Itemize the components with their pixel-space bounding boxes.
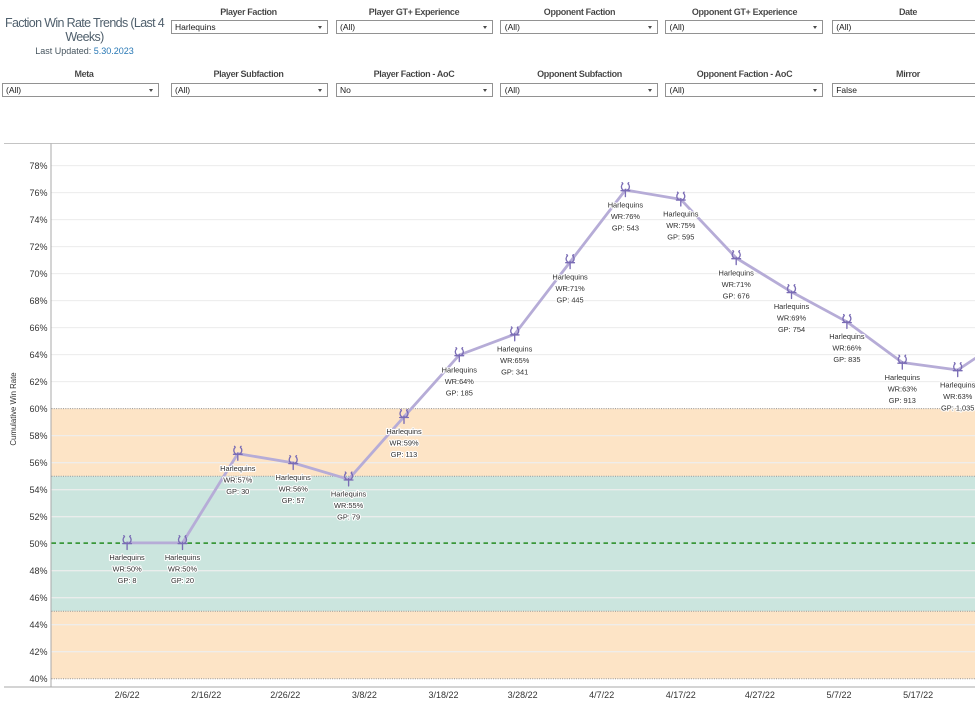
svg-text:62%: 62% [29, 377, 47, 387]
svg-text:66%: 66% [29, 323, 47, 333]
svg-text:WR:50%: WR:50% [113, 565, 143, 574]
svg-text:52%: 52% [29, 512, 47, 522]
svg-text:56%: 56% [29, 458, 47, 468]
svg-text:Harlequins: Harlequins [331, 490, 367, 499]
svg-text:Harlequins: Harlequins [608, 200, 644, 209]
svg-text:GP: 20: GP: 20 [171, 576, 194, 585]
svg-text:WR:75%: WR:75% [666, 221, 696, 230]
svg-text:GP: 543: GP: 543 [612, 223, 639, 232]
svg-text:GP: 113: GP: 113 [391, 450, 418, 459]
svg-text:3/8/22: 3/8/22 [352, 690, 377, 700]
svg-text:2/16/22: 2/16/22 [191, 690, 221, 700]
svg-text:WR:76%: WR:76% [611, 212, 641, 221]
svg-text:WR:56%: WR:56% [279, 485, 309, 494]
svg-text:58%: 58% [29, 431, 47, 441]
svg-text:GP: 185: GP: 185 [446, 388, 473, 397]
svg-text:GP: 445: GP: 445 [557, 295, 584, 304]
svg-text:Cumulative Win Rate: Cumulative Win Rate [9, 372, 18, 445]
svg-text:WR:66%: WR:66% [832, 344, 862, 353]
svg-text:GP: 1,035: GP: 1,035 [941, 403, 974, 412]
svg-text:46%: 46% [29, 593, 47, 603]
svg-text:2/6/22: 2/6/22 [115, 690, 140, 700]
svg-text:Harlequins: Harlequins [386, 427, 422, 436]
svg-text:78%: 78% [29, 161, 47, 171]
svg-text:Harlequins: Harlequins [220, 464, 256, 473]
svg-text:48%: 48% [29, 566, 47, 576]
svg-text:Harlequins: Harlequins [829, 332, 865, 341]
svg-text:Harlequins: Harlequins [497, 345, 533, 354]
svg-text:WR:65%: WR:65% [500, 356, 530, 365]
svg-text:Harlequins: Harlequins [940, 380, 975, 389]
svg-text:WR:71%: WR:71% [556, 284, 586, 293]
svg-text:WR:50%: WR:50% [168, 565, 198, 574]
svg-text:WR:64%: WR:64% [445, 377, 475, 386]
svg-text:Harlequins: Harlequins [442, 365, 478, 374]
svg-text:Harlequins: Harlequins [663, 210, 699, 219]
svg-text:68%: 68% [29, 296, 47, 306]
svg-text:GP: 57: GP: 57 [282, 496, 305, 505]
svg-text:Harlequins: Harlequins [109, 553, 145, 562]
svg-text:76%: 76% [29, 188, 47, 198]
svg-text:GP: 79: GP: 79 [337, 513, 360, 522]
svg-text:3/28/22: 3/28/22 [508, 690, 538, 700]
svg-text:GP: 595: GP: 595 [667, 233, 694, 242]
svg-text:GP: 341: GP: 341 [501, 368, 528, 377]
svg-text:54%: 54% [29, 485, 47, 495]
svg-text:GP: 8: GP: 8 [118, 576, 137, 585]
svg-text:50%: 50% [29, 539, 47, 549]
svg-text:WR:57%: WR:57% [223, 475, 253, 484]
svg-text:5/17/22: 5/17/22 [903, 690, 933, 700]
svg-text:64%: 64% [29, 350, 47, 360]
svg-text:WR:63%: WR:63% [888, 384, 918, 393]
svg-text:GP: 676: GP: 676 [723, 291, 750, 300]
svg-text:Harlequins: Harlequins [774, 302, 810, 311]
svg-text:40%: 40% [29, 674, 47, 684]
svg-text:WR:59%: WR:59% [389, 439, 419, 448]
svg-text:60%: 60% [29, 404, 47, 414]
svg-text:2/26/22: 2/26/22 [270, 690, 300, 700]
svg-text:WR:63%: WR:63% [943, 392, 973, 401]
svg-text:74%: 74% [29, 215, 47, 225]
svg-text:4/27/22: 4/27/22 [745, 690, 775, 700]
svg-text:WR:55%: WR:55% [334, 501, 364, 510]
svg-text:Harlequins: Harlequins [719, 268, 755, 277]
svg-text:GP: 30: GP: 30 [226, 487, 249, 496]
svg-text:GP: 754: GP: 754 [778, 325, 805, 334]
svg-text:GP: 835: GP: 835 [833, 355, 860, 364]
svg-text:GP: 913: GP: 913 [889, 396, 916, 405]
svg-text:3/18/22: 3/18/22 [428, 690, 458, 700]
svg-text:Harlequins: Harlequins [552, 272, 588, 281]
svg-text:4/7/22: 4/7/22 [589, 690, 614, 700]
svg-text:Harlequins: Harlequins [885, 373, 921, 382]
svg-text:44%: 44% [29, 620, 47, 630]
svg-text:Harlequins: Harlequins [165, 553, 201, 562]
svg-text:42%: 42% [29, 647, 47, 657]
svg-text:WR:69%: WR:69% [777, 314, 807, 323]
svg-text:Harlequins: Harlequins [276, 473, 312, 482]
svg-text:72%: 72% [29, 242, 47, 252]
svg-text:5/7/22: 5/7/22 [826, 690, 851, 700]
svg-text:WR:71%: WR:71% [722, 280, 752, 289]
svg-text:70%: 70% [29, 269, 47, 279]
svg-text:4/17/22: 4/17/22 [666, 690, 696, 700]
